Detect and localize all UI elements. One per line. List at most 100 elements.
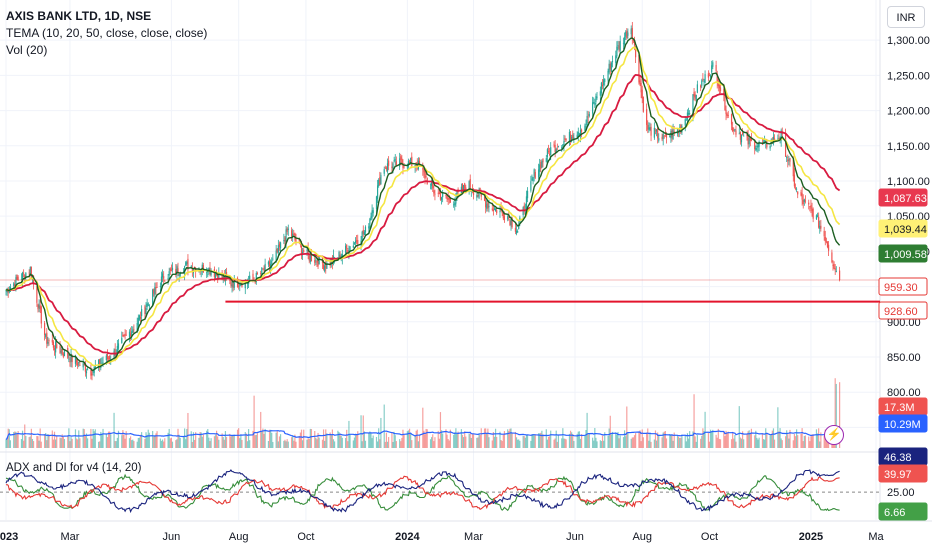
candle-body [663,135,665,137]
candle-body [533,169,535,177]
volume-bar [91,438,93,448]
candle-body [755,148,757,150]
volume-bar [356,433,358,448]
volume-bar [354,434,357,448]
candle-body [747,133,749,145]
volume-bar [152,430,154,448]
candle-body [492,209,494,212]
volume-bar [361,441,363,448]
volume-bar [617,431,619,448]
candle-body [113,350,115,360]
candle-body [626,30,628,39]
time-axis[interactable]: 2023 Mar Jun Aug Oct 2024 Mar Jun Aug Oct 2025 Ma [0,531,885,543]
candle-body [331,257,333,264]
candle-body [839,270,841,281]
volume-bar [718,438,721,448]
candle-body [325,263,327,269]
candle-body [831,252,833,263]
candle-body [832,264,834,266]
candle-body [579,130,582,137]
currency-button[interactable]: INR [887,6,925,28]
volume-bar [531,434,533,448]
candle-body [534,171,536,178]
candle-body [139,317,142,319]
candle-body [649,127,651,130]
candle-body [610,62,612,72]
volume-bar [170,437,172,448]
volume-legend[interactable]: Vol (20) [6,43,48,57]
candle-body [584,125,586,131]
volume-bar [588,433,590,448]
volume-bar [60,438,62,448]
volume-bar [818,428,820,448]
volume-bar [130,436,132,448]
volume-bar [493,436,496,448]
volume-bar [209,441,211,448]
volume-bar [741,431,744,448]
volume-bar [39,428,41,448]
volume-bar [708,441,711,448]
volume-bar [290,437,293,448]
volume-bar [403,434,405,448]
volume-bar [758,437,760,448]
lightning-icon[interactable]: ⚡ [824,425,844,445]
symbol-title[interactable]: AXIS BANK LTD, 1D, NSE [6,9,152,23]
volume-bar [580,434,583,448]
candle-body [733,129,735,131]
volume-bar [539,433,541,448]
candle-body [794,187,797,189]
candle-body [689,113,691,115]
volume-bar [325,429,327,448]
volume-bar [680,437,682,448]
volume-bar [154,435,156,448]
candle-body [577,131,579,137]
volume-bar [573,440,575,448]
candle-body [69,360,71,363]
tema-legend[interactable]: TEMA (10, 20, 50, close, close, close) [6,26,208,40]
candle-body [486,203,488,209]
candle-body [472,191,475,196]
volume-bar [479,435,481,448]
volume-bar [238,428,240,448]
candle-body [770,139,772,145]
candle-body [550,147,552,155]
volume-bar [426,429,428,448]
volume-bar [28,437,30,448]
volume-bar [530,440,532,448]
volume-bar [681,434,683,448]
candle-body [383,169,385,174]
volume-bar [267,441,270,448]
candle-body [264,263,266,271]
volume-ma-badge: 10.29M [884,419,921,431]
volume-bar [623,430,626,448]
candle-body [712,62,714,67]
volume-bar [784,436,787,448]
candle-body [625,31,627,37]
candle-body [94,366,96,369]
candle-body [710,75,712,78]
candle-body [300,245,303,254]
volume-bar [640,441,642,448]
volume-bar [90,428,92,448]
volume-bar [809,441,811,448]
volume-bar [601,435,604,448]
volume-bar [692,431,694,448]
volume-bar [310,429,313,448]
volume-bar [547,436,550,448]
volume-bar [804,435,807,448]
volume-bar [592,437,594,448]
adx-legend[interactable]: ADX and DI for v4 (14, 20) [6,462,142,474]
volume-bar [394,435,396,448]
volume-bar [449,429,451,448]
price-badge: 959.30 [884,282,918,294]
candle-body [47,341,49,344]
candle-body [616,46,618,57]
volume-bar [254,435,256,448]
volume-bar [835,383,837,448]
tema-10-line [5,37,841,372]
volume-bar [604,432,606,448]
candle-body [136,322,138,332]
volume-bar [808,436,810,448]
volume-bar [244,432,246,448]
